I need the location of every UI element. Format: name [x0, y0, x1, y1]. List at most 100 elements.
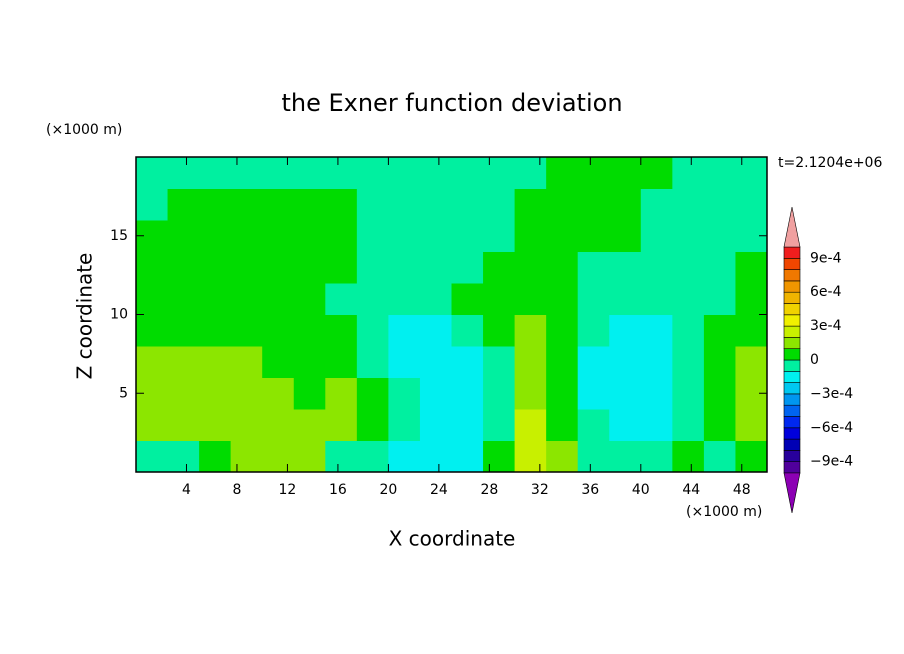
cell [703, 377, 736, 410]
cell [167, 440, 200, 473]
cell [136, 440, 169, 473]
cell [577, 283, 610, 315]
cell [230, 409, 263, 441]
cell [735, 346, 768, 378]
cell [356, 314, 389, 347]
colorbar-swatch [783, 461, 801, 474]
cell [514, 346, 547, 378]
cell [577, 409, 610, 441]
x-tick-label: 28 [480, 482, 498, 498]
cell [451, 188, 484, 221]
x-tick-label: 48 [733, 482, 751, 498]
cell [262, 283, 295, 315]
cell [262, 346, 295, 378]
cell [577, 220, 610, 252]
cell [514, 377, 547, 410]
cell [735, 251, 768, 284]
colorbar-label: −3e-4 [810, 386, 853, 402]
cell [546, 346, 579, 378]
colorbar-label: −6e-4 [810, 420, 853, 436]
cell [325, 377, 358, 410]
cell [136, 314, 169, 347]
colorbar-label: 9e-4 [810, 250, 842, 266]
cell [451, 314, 484, 347]
cell [230, 283, 263, 315]
cell [609, 283, 642, 315]
cell [735, 283, 768, 315]
cell [546, 157, 579, 189]
cell [609, 157, 642, 189]
cell [640, 314, 673, 347]
cell [640, 251, 673, 284]
cell [640, 346, 673, 378]
cell [735, 314, 768, 347]
cell [293, 251, 326, 284]
x-axis-title: X coordinate [389, 527, 516, 551]
cell [388, 220, 421, 252]
colorbar-swatch [783, 370, 801, 383]
x-tick-label: 4 [182, 482, 191, 498]
cell [388, 314, 421, 347]
x-tick-label: 40 [632, 482, 650, 498]
cell [136, 188, 169, 221]
cell [640, 283, 673, 315]
cell [167, 220, 200, 252]
colorbar-swatch [783, 337, 801, 349]
colorbar-swatch [783, 438, 801, 451]
cell [136, 409, 169, 441]
x-tick-label: 24 [430, 482, 448, 498]
cell [640, 440, 673, 473]
cell [167, 188, 200, 221]
cell [388, 283, 421, 315]
x-tick-label: 44 [682, 482, 700, 498]
cell [483, 251, 516, 284]
cell [167, 157, 200, 189]
cell [419, 188, 452, 221]
cell [514, 251, 547, 284]
cell [640, 188, 673, 221]
colorbar-swatch [783, 359, 801, 372]
cell [577, 188, 610, 221]
colorbar-swatch [783, 382, 801, 395]
cell [325, 220, 358, 252]
cell [293, 314, 326, 347]
cell [230, 346, 263, 378]
cell [451, 409, 484, 441]
cell [262, 251, 295, 284]
cell [230, 157, 263, 189]
cell [483, 157, 516, 189]
cell [514, 440, 547, 473]
cell [419, 251, 452, 284]
cell [703, 346, 736, 378]
cell [672, 157, 705, 189]
colorbar-swatch [783, 325, 801, 338]
cell [735, 188, 768, 221]
cell [356, 188, 389, 221]
cell [483, 283, 516, 315]
cell [546, 188, 579, 221]
cell [388, 377, 421, 410]
cell [199, 314, 232, 347]
cell [419, 283, 452, 315]
colorbar-label: 3e-4 [810, 318, 842, 334]
x-tick-label: 36 [581, 482, 599, 498]
cell [325, 283, 358, 315]
colorbar-over [783, 206, 801, 248]
cell [388, 157, 421, 189]
cell [451, 220, 484, 252]
colorbar-swatch [783, 450, 801, 462]
cell [199, 409, 232, 441]
cell [230, 220, 263, 252]
colorbar-swatch [783, 291, 801, 304]
cell [609, 377, 642, 410]
y-tick-label: 15 [110, 228, 128, 244]
colorbar-swatch [783, 404, 801, 417]
cell [451, 346, 484, 378]
colorbar-swatch [783, 314, 801, 327]
cell [293, 188, 326, 221]
cell [640, 377, 673, 410]
cell [262, 157, 295, 189]
cell [735, 157, 768, 189]
cell [514, 283, 547, 315]
cell [293, 220, 326, 252]
